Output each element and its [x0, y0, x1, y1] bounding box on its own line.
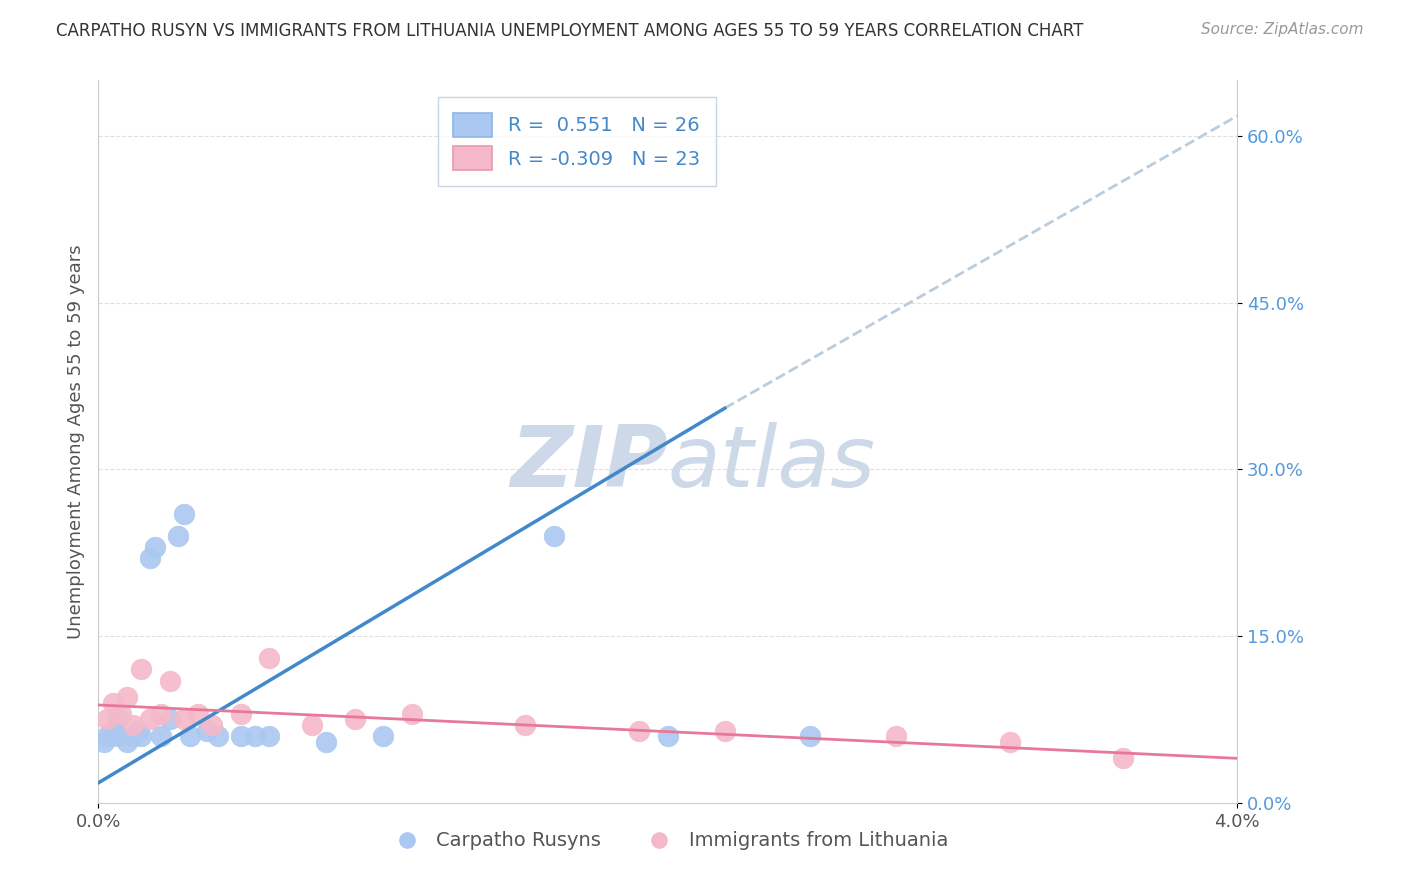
Text: atlas: atlas: [668, 422, 876, 505]
Point: [343, 713, 366, 727]
Point: [195, 723, 218, 738]
Point: [138, 551, 160, 566]
Point: [229, 729, 252, 743]
Point: [127, 723, 149, 738]
Point: [96, 729, 118, 743]
Point: [628, 723, 651, 738]
Point: [179, 729, 201, 743]
Point: [515, 718, 537, 732]
Point: [371, 729, 394, 743]
Point: [543, 529, 565, 543]
Point: [657, 729, 679, 743]
Point: [243, 729, 266, 743]
Point: [93, 734, 115, 748]
Text: ZIP: ZIP: [510, 422, 668, 505]
Point: [129, 729, 152, 743]
Point: [201, 718, 224, 732]
Point: [714, 723, 737, 738]
Point: [107, 713, 129, 727]
Point: [159, 673, 181, 688]
Point: [96, 713, 118, 727]
Point: [138, 713, 160, 727]
Y-axis label: Unemployment Among Ages 55 to 59 years: Unemployment Among Ages 55 to 59 years: [66, 244, 84, 639]
Point: [207, 729, 229, 743]
Point: [115, 690, 138, 705]
Point: [115, 734, 138, 748]
Point: [799, 729, 821, 743]
Point: [107, 729, 129, 743]
Point: [150, 729, 173, 743]
Point: [101, 696, 124, 710]
Point: [121, 718, 143, 732]
Point: [259, 729, 281, 743]
Text: Source: ZipAtlas.com: Source: ZipAtlas.com: [1201, 22, 1364, 37]
Point: [187, 706, 209, 721]
Point: [101, 723, 124, 738]
Point: [145, 540, 167, 554]
Text: CARPATHO RUSYN VS IMMIGRANTS FROM LITHUANIA UNEMPLOYMENT AMONG AGES 55 TO 59 YEA: CARPATHO RUSYN VS IMMIGRANTS FROM LITHUA…: [56, 22, 1084, 40]
Point: [259, 651, 281, 665]
Point: [129, 662, 152, 676]
Point: [884, 729, 907, 743]
Point: [401, 706, 423, 721]
Point: [167, 529, 190, 543]
Point: [110, 706, 132, 721]
Point: [159, 713, 181, 727]
Point: [173, 713, 195, 727]
Point: [998, 734, 1021, 748]
Point: [121, 729, 143, 743]
Point: [150, 706, 173, 721]
Point: [315, 734, 337, 748]
Point: [301, 718, 323, 732]
Point: [173, 507, 195, 521]
Legend: Carpatho Rusyns, Immigrants from Lithuania: Carpatho Rusyns, Immigrants from Lithuan…: [380, 823, 956, 858]
Point: [229, 706, 252, 721]
Point: [1112, 751, 1135, 765]
